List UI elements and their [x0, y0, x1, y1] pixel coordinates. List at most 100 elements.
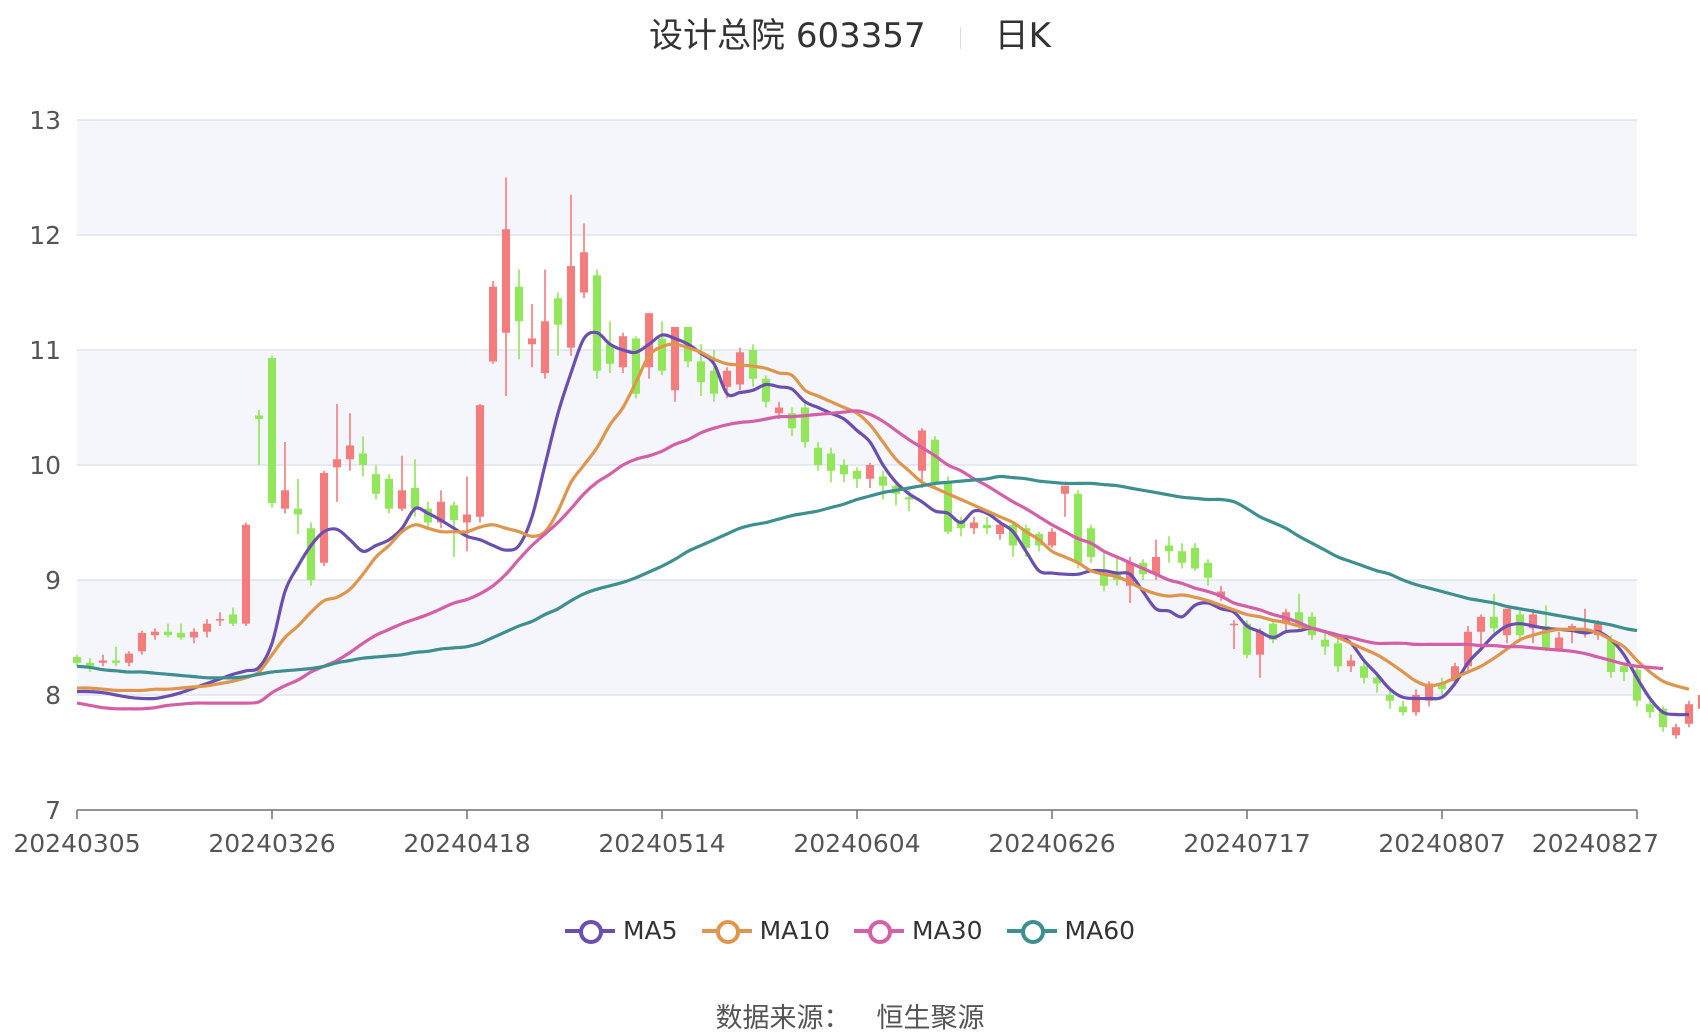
- legend-swatch-icon: [854, 919, 905, 944]
- candle: [501, 177, 511, 396]
- candle: [475, 404, 485, 523]
- candle: [1359, 660, 1369, 684]
- candle: [943, 476, 953, 534]
- legend-item-ma5[interactable]: MA5: [564, 916, 678, 945]
- legend-item-ma10[interactable]: MA10: [701, 916, 831, 945]
- candle: [1437, 677, 1447, 695]
- candle: [878, 470, 888, 500]
- y-tick-label: 11: [29, 336, 61, 365]
- candle: [1060, 485, 1070, 517]
- candle: [215, 612, 225, 626]
- legend-label: MA10: [759, 916, 831, 945]
- candle: [514, 269, 524, 360]
- candle: [631, 336, 641, 399]
- candle: [1073, 490, 1083, 569]
- candle: [969, 516, 979, 534]
- series-line-ma5: [76, 330, 1690, 717]
- candle: [540, 269, 550, 379]
- candle: [384, 474, 394, 514]
- y-tick-label: 8: [45, 681, 61, 710]
- candle: [72, 654, 82, 667]
- candle: [553, 292, 563, 356]
- candle: [1476, 614, 1486, 649]
- x-tick-label: 20240305: [13, 829, 140, 858]
- x-tick-label: 20240326: [208, 829, 335, 858]
- candle: [1346, 654, 1356, 672]
- candle: [1320, 631, 1330, 655]
- candle: [254, 409, 264, 465]
- moving-average-lines: [76, 330, 1690, 717]
- legend-label: MA5: [622, 916, 678, 945]
- candle: [800, 401, 810, 448]
- candle: [865, 462, 875, 488]
- candle: [1164, 536, 1174, 563]
- candle: [527, 304, 537, 368]
- candle: [111, 646, 121, 667]
- candle: [1008, 522, 1018, 557]
- candle: [930, 436, 940, 488]
- legend-label: MA60: [1064, 916, 1136, 945]
- candle: [293, 478, 303, 534]
- y-tick-label: 9: [45, 566, 61, 595]
- x-tick-label: 20240807: [1378, 829, 1505, 858]
- candle: [137, 630, 147, 655]
- x-axis: 20240305 20240326 20240418 20240514 20240604…: [13, 809, 1659, 858]
- candle: [592, 269, 602, 379]
- candle: [826, 447, 836, 483]
- title-separator: [959, 26, 961, 49]
- candle: [1307, 612, 1317, 640]
- plot-band: [77, 580, 1637, 695]
- candle: [787, 407, 797, 437]
- chart-period: 日K: [994, 16, 1051, 56]
- candle: [280, 442, 290, 514]
- legend-item-ma60[interactable]: MA60: [1006, 916, 1136, 945]
- plot-bands: [77, 120, 1637, 695]
- series-line-ma30: [76, 409, 1664, 711]
- candle: [579, 223, 589, 299]
- candle: [124, 651, 134, 667]
- y-tick-label: 12: [29, 221, 61, 250]
- legend-item-ma30[interactable]: MA30: [854, 916, 983, 945]
- series-line-ma60: [76, 474, 1638, 680]
- candle: [176, 623, 186, 640]
- x-tick-label: 20240418: [403, 829, 530, 858]
- y-tick-label: 13: [29, 106, 61, 135]
- candle: [202, 619, 212, 638]
- legend-swatch-icon: [701, 919, 752, 944]
- candle: [735, 347, 745, 391]
- plot-band: [77, 350, 1637, 465]
- chart-title-bar: 设计总院 603357 日K: [0, 8, 1700, 57]
- candle: [1554, 631, 1564, 652]
- candle: [1333, 637, 1343, 672]
- candle: [566, 194, 576, 356]
- candle: [1671, 723, 1681, 739]
- data-source-value: 恒生聚源: [876, 1003, 985, 1034]
- candle: [98, 654, 108, 667]
- candle: [1255, 628, 1265, 678]
- candle: [1645, 700, 1655, 718]
- candle: [761, 375, 771, 408]
- candle: [917, 428, 927, 488]
- candle: [163, 623, 173, 638]
- candle: [1697, 695, 1700, 709]
- candle: [1619, 662, 1629, 682]
- candle: [1268, 620, 1278, 644]
- candle: [956, 516, 966, 537]
- candle: [371, 465, 381, 500]
- y-axis: 7 8 9 10 11 12 13: [29, 106, 61, 825]
- legend-swatch-icon: [1006, 919, 1057, 944]
- y-tick-label: 7: [45, 796, 61, 825]
- candle: [982, 516, 992, 534]
- candle: [462, 476, 472, 552]
- candle: [813, 442, 823, 471]
- candle: [1203, 559, 1213, 586]
- x-tick-label: 20240827: [1532, 829, 1659, 858]
- candle: [332, 404, 342, 502]
- candle: [319, 470, 329, 567]
- candle: [267, 355, 277, 508]
- x-tick-label: 20240514: [598, 829, 725, 858]
- data-source-label: 数据来源：: [715, 1003, 851, 1034]
- candle: [1411, 689, 1421, 716]
- candle: [839, 459, 849, 483]
